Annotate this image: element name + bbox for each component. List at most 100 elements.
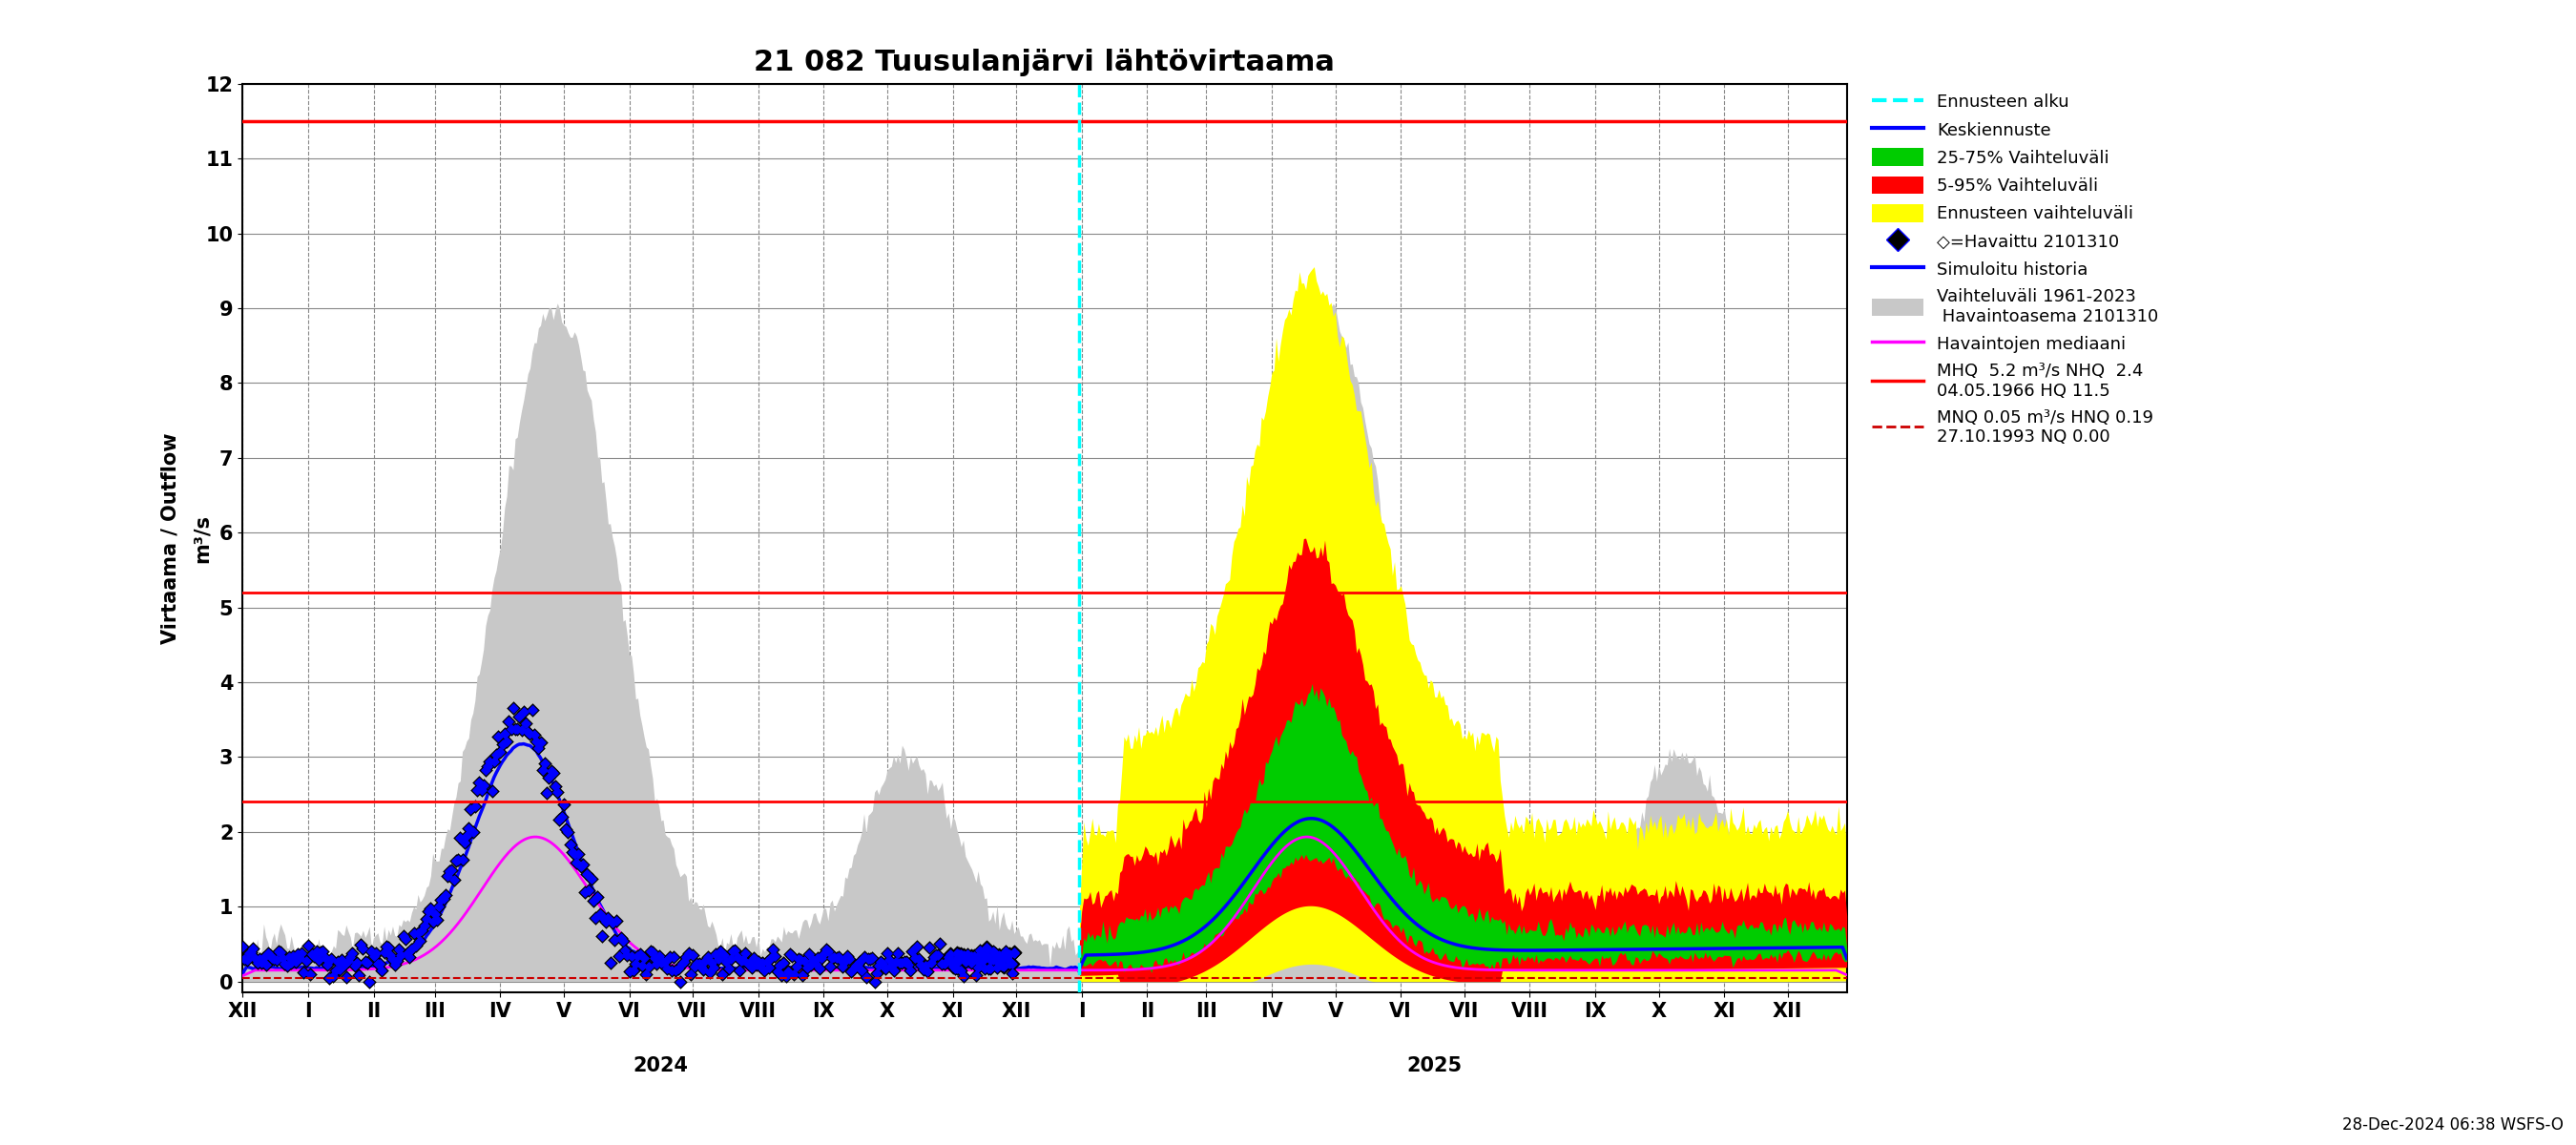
Point — [724, 945, 765, 963]
Point — [536, 777, 577, 796]
Point — [935, 951, 976, 970]
Point — [376, 951, 417, 970]
Point — [608, 962, 649, 980]
Point — [247, 945, 289, 963]
Point — [232, 940, 273, 958]
Point — [708, 960, 750, 978]
Point — [951, 954, 992, 972]
Point — [992, 955, 1033, 973]
Point — [958, 958, 999, 977]
Point — [299, 950, 340, 969]
Point — [966, 939, 1007, 957]
Point — [943, 968, 984, 986]
Point — [770, 947, 811, 965]
Point — [544, 795, 585, 813]
Point — [397, 924, 438, 942]
Point — [585, 913, 626, 931]
Point — [358, 955, 399, 973]
Point — [541, 808, 582, 827]
Point — [922, 954, 963, 972]
Point — [750, 948, 791, 966]
Point — [631, 943, 672, 962]
Point — [222, 937, 263, 955]
Point — [536, 777, 577, 796]
Point — [752, 940, 793, 958]
Point — [327, 951, 368, 970]
Point — [523, 755, 564, 773]
Point — [528, 768, 569, 787]
Point — [381, 946, 422, 964]
Point — [500, 708, 541, 726]
Point — [696, 946, 737, 964]
Point — [958, 947, 999, 965]
Point — [348, 972, 389, 990]
Point — [739, 957, 781, 976]
Point — [580, 905, 621, 923]
Point — [479, 742, 520, 760]
Point — [325, 955, 366, 973]
Point — [605, 946, 647, 964]
Point — [819, 948, 860, 966]
Point — [693, 958, 734, 977]
Point — [572, 891, 613, 909]
Point — [752, 940, 793, 958]
Point — [273, 947, 314, 965]
Point — [381, 927, 422, 946]
Point — [714, 941, 755, 960]
Point — [250, 946, 291, 964]
Point — [407, 909, 448, 927]
Point — [925, 953, 966, 971]
Point — [971, 950, 1012, 969]
Point — [595, 931, 636, 949]
Point — [791, 955, 832, 973]
Point — [438, 851, 479, 869]
Point — [572, 869, 613, 887]
Point — [889, 955, 930, 973]
Point — [904, 956, 945, 974]
Point — [976, 958, 1018, 977]
Point — [605, 946, 647, 964]
Point — [992, 964, 1033, 982]
Point — [258, 942, 299, 961]
Point — [281, 943, 322, 962]
Point — [240, 950, 281, 969]
Point — [881, 954, 922, 972]
Point — [237, 954, 278, 972]
Point — [793, 955, 835, 973]
Point — [958, 958, 999, 977]
Point — [979, 954, 1020, 972]
Point — [381, 927, 422, 946]
Point — [806, 941, 848, 960]
Point — [799, 960, 840, 978]
Point — [721, 951, 762, 970]
Point — [605, 941, 647, 960]
Point — [858, 956, 899, 974]
Point — [981, 947, 1023, 965]
Point — [974, 946, 1015, 964]
Point — [598, 947, 639, 965]
Point — [917, 946, 958, 964]
Point — [453, 797, 495, 815]
Point — [989, 955, 1030, 973]
Point — [732, 958, 773, 977]
Point — [665, 947, 706, 965]
Point — [528, 768, 569, 787]
Point — [245, 955, 286, 973]
Point — [948, 945, 989, 963]
Point — [974, 943, 1015, 962]
Point — [461, 781, 502, 799]
Point — [938, 945, 979, 963]
Point — [801, 948, 842, 966]
Point — [688, 948, 729, 966]
Point — [639, 947, 680, 965]
Point — [317, 953, 358, 971]
Point — [938, 945, 979, 963]
Point — [891, 942, 933, 961]
Point — [744, 962, 786, 980]
Point — [368, 939, 410, 957]
Point — [902, 961, 943, 979]
Point — [384, 930, 425, 948]
Point — [312, 968, 353, 986]
Point — [515, 732, 556, 750]
Point — [876, 953, 917, 971]
